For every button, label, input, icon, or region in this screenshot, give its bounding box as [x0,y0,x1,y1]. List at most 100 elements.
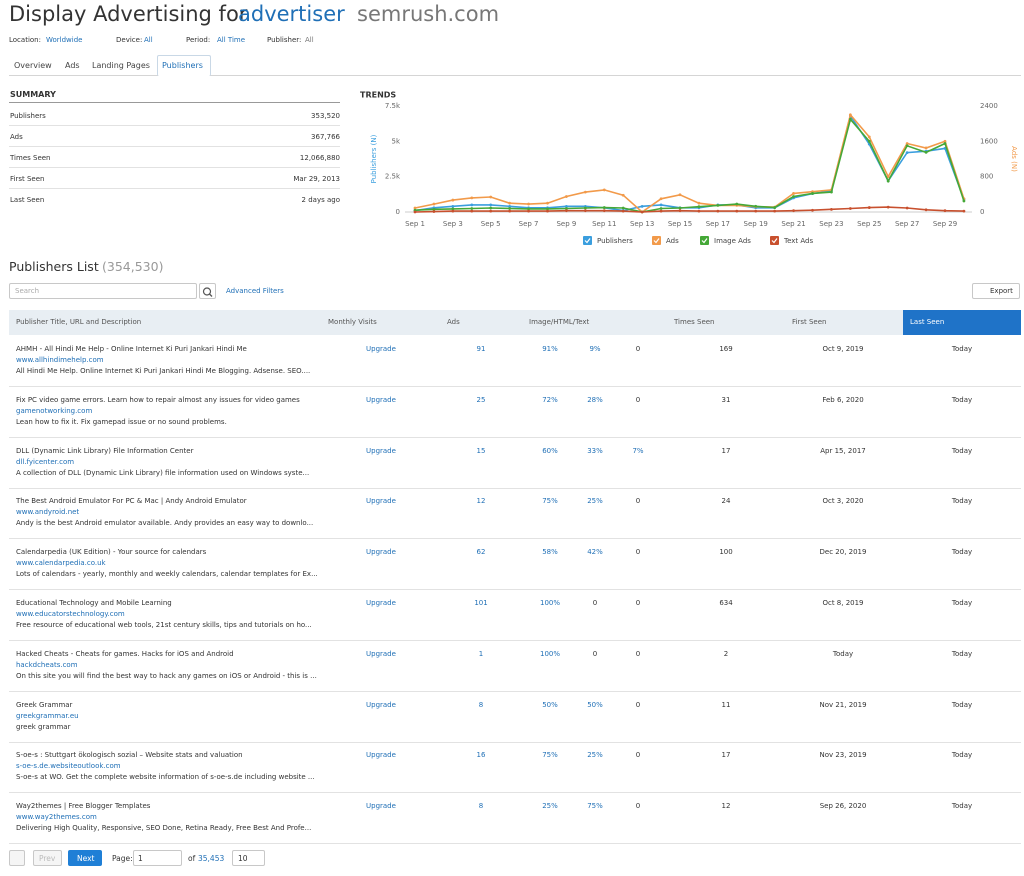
publisher-title[interactable]: Hacked Cheats - Cheats for games. Hacks … [16,649,234,658]
column-header[interactable]: Image/HTML/Text [529,318,590,326]
monthly-visits[interactable]: Upgrade [366,649,396,658]
monthly-visits[interactable]: Upgrade [366,497,396,506]
column-header[interactable]: Last Seen [910,318,945,326]
publisher-title[interactable]: DLL (Dynamic Link Library) File Informat… [16,446,194,455]
x-tick-label: Sep 23 [819,220,843,228]
monthly-visits[interactable]: Upgrade [366,446,396,455]
table-header [9,310,1021,335]
publisher-title[interactable]: Way2themes | Free Blogger Templates [16,802,151,811]
row-separator [9,386,1021,387]
page-value: 1 [138,854,143,863]
legend-label[interactable]: Publishers [597,237,633,245]
sorted-column-header[interactable] [903,310,1021,335]
publisher-title[interactable]: Fix PC video game errors. Learn how to r… [16,395,300,404]
column-header[interactable]: Publisher Title, URL and Description [16,318,142,326]
x-tick-label: Sep 9 [556,220,576,228]
monthly-visits[interactable]: Upgrade [366,802,396,811]
publisher-description: Andy is the best Android emulator availa… [16,519,314,528]
tab[interactable]: Overview [14,61,52,70]
publisher-url[interactable]: s-oe-s.de.websiteoutlook.com [16,762,121,771]
monthly-visits[interactable]: Upgrade [366,599,396,607]
tab[interactable]: Publishers [162,61,203,70]
total-pages[interactable]: 35,453 [198,854,225,863]
column-header[interactable]: Monthly Visits [328,318,377,326]
point [508,207,512,210]
x-tick-label: Sep 11 [592,220,616,228]
publisher-url[interactable]: greekgrammar.eu [16,711,79,720]
legend-label[interactable]: Ads [666,237,679,245]
publisher-title[interactable]: S-oe-s : Stuttgart ökologisch sozial – W… [16,751,243,760]
monthly-visits[interactable]: Upgrade [366,751,396,760]
trends-chart: TRENDS Publishers (N) Ads (N) 0 2.5k 5k 7.5… [360,91,1018,245]
cell: Oct 8, 2019 [822,599,864,607]
advertiser[interactable]: advertiser [238,2,345,26]
cell: Today [951,649,973,658]
search-button[interactable] [199,283,216,299]
cell: 31 [721,395,731,404]
point [565,209,568,213]
publisher-url[interactable]: dll.fyicenter.com [16,457,75,466]
monthly-visits[interactable]: Upgrade [366,548,396,557]
publisher-title[interactable]: Greek Grammar [16,700,73,709]
publisher-title[interactable]: Calendarpedia (UK Edition) - Your source… [16,548,207,557]
cell: 0 [635,548,641,557]
publisher-url[interactable]: www.allhindimehelp.com [16,356,104,364]
list-count: (354,530) [102,259,164,274]
cell: 0 [635,395,641,404]
monthly-visits[interactable]: Upgrade [366,395,396,404]
advanced-filters[interactable]: Advanced Filters [226,287,284,295]
page-size-select[interactable] [232,850,265,866]
cell: 0 [635,649,641,658]
publisher-url[interactable]: www.way2themes.com [16,813,97,822]
publisher-title[interactable]: Educational Technology and Mobile Learni… [16,599,172,607]
cell: 24 [721,497,731,506]
point [754,204,758,208]
point [697,205,701,209]
cell: 25% [587,751,603,760]
column-header[interactable]: First Seen [792,318,827,326]
point [867,139,871,143]
filter-value[interactable]: All Time [217,36,246,44]
filter-value[interactable]: All [144,36,153,44]
point [602,209,606,213]
next-button[interactable] [68,850,102,866]
publisher-url[interactable]: hackdcheats.com [16,660,78,669]
publisher-title[interactable]: AHMH - All Hindi Me Help - Online Intern… [16,345,247,353]
prev-button[interactable] [33,850,62,866]
active-tab-box [157,55,211,76]
publisher-title[interactable]: The Best Android Emulator For PC & Mac |… [16,497,247,506]
column-header[interactable]: Times Seen [674,318,715,326]
point [716,209,720,213]
publisher-url[interactable]: www.calendarpedia.co.uk [16,559,106,568]
point [924,208,928,212]
filter-value[interactable]: Worldwide [46,36,83,44]
export-button[interactable] [972,283,1020,299]
domain[interactable]: semrush.com [357,2,500,26]
point [792,192,795,195]
cell: 0 [635,751,641,760]
page-input[interactable] [133,850,182,866]
column-header[interactable]: Ads [447,318,460,326]
cell: Dec 20, 2019 [819,548,867,557]
tab[interactable]: Ads [65,61,80,70]
publisher-url[interactable]: www.educatorstechnology.com [16,610,125,618]
cell: 1 [478,649,484,658]
monthly-visits[interactable]: Upgrade [366,700,396,709]
point [886,175,890,179]
point [470,209,474,213]
point [943,209,947,213]
search-input[interactable] [9,283,197,299]
point [659,203,663,207]
cell: 17 [721,446,731,455]
cell: 16 [476,751,486,760]
cell: 75% [542,751,558,760]
filter-value[interactable]: All [305,36,314,44]
first-page-button[interactable] [9,850,25,866]
publisher-url[interactable]: gamenotworking.com [16,406,93,415]
monthly-visits[interactable]: Upgrade [366,345,396,353]
legend-label[interactable]: Image Ads [714,237,751,245]
cell: 100% [539,649,560,658]
publisher-url[interactable]: www.andyroid.net [16,508,80,517]
legend-label[interactable]: Text Ads [783,237,813,245]
tab[interactable]: Landing Pages [92,61,150,70]
